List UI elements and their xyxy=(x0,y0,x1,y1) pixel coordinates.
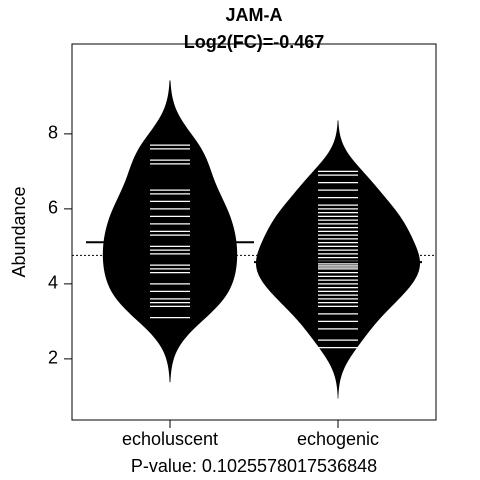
x-tick-label: echoluscent xyxy=(122,429,218,449)
y-tick-label: 8 xyxy=(48,123,58,143)
chart-subtitle: Log2(FC)=-0.467 xyxy=(184,32,325,52)
y-tick-label: 4 xyxy=(48,273,58,293)
chart-title: JAM-A xyxy=(226,5,283,25)
y-axis-label: Abundance xyxy=(9,186,29,277)
x-tick-label: echogenic xyxy=(297,429,379,449)
y-tick-label: 6 xyxy=(48,198,58,218)
y-tick-label: 2 xyxy=(48,348,58,368)
plot-frame xyxy=(71,43,437,421)
bean xyxy=(256,120,420,399)
x-axis-label: P-value: 0.1025578017536848 xyxy=(131,456,377,476)
